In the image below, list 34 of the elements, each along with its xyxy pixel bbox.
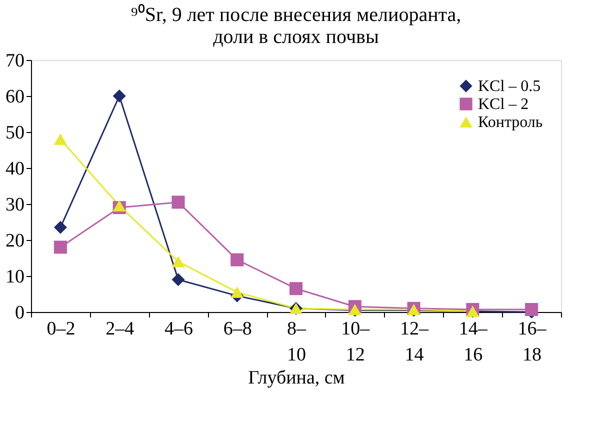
x-tick-label: 14–16: [458, 318, 488, 366]
x-tick-label: 12–14: [400, 318, 430, 366]
legend-label: KCl – 2: [478, 96, 529, 113]
y-tick-label: 10: [6, 266, 24, 288]
y-tick-label: 0: [15, 302, 24, 324]
point: [172, 196, 185, 209]
y-tick-label: 60: [6, 86, 24, 108]
x-tick-label: 0–2: [46, 318, 76, 340]
x-tick-label: 16–18: [518, 318, 547, 366]
legend-label: KCl – 0.5: [478, 78, 541, 95]
x-tick-label: 10–12: [341, 318, 370, 366]
y-tick-label: 30: [6, 194, 24, 216]
point: [525, 302, 538, 316]
point: [54, 240, 67, 254]
point: [112, 89, 126, 103]
y-tick-label: 20: [6, 230, 24, 252]
point: [230, 286, 244, 298]
point: [172, 273, 185, 286]
chart-title: ⁹⁰Sr, 9 лет после внесения мелиоранта, доли в слоях почвы: [130, 3, 462, 48]
y-tick-label: 70: [6, 50, 24, 72]
y-tick-label: 50: [6, 122, 24, 144]
point: [54, 220, 67, 234]
x-axis-title: Глубина, см: [248, 368, 345, 388]
point: [289, 282, 303, 296]
point: [172, 256, 185, 268]
x-tick-label: 6–8: [223, 318, 252, 340]
x-tick-label: 2–4: [106, 318, 135, 340]
y-tick-label: 40: [6, 158, 24, 180]
x-tick-label: 8–10: [287, 318, 306, 366]
x-tick-label: 4–6: [164, 318, 193, 340]
point: [112, 200, 126, 212]
point: [230, 253, 244, 266]
legend-label: Контроль: [478, 114, 543, 131]
point: [54, 134, 67, 145]
